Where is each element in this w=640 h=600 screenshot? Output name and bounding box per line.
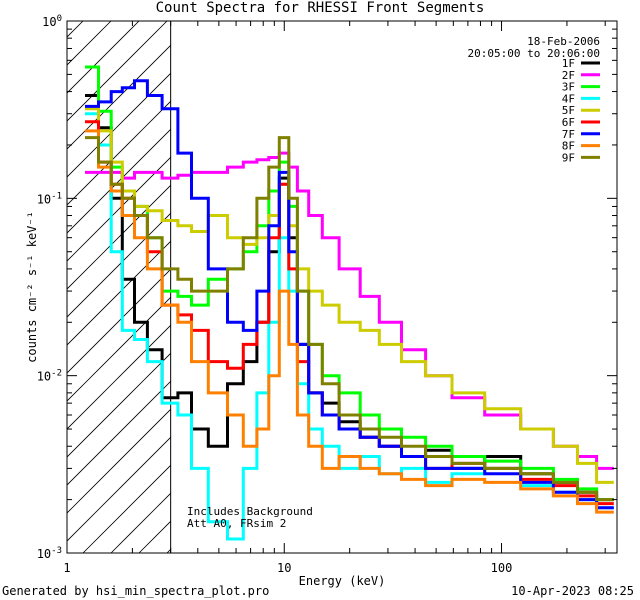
hatch-line — [67, 44, 171, 150]
legend-label: 6F — [562, 116, 575, 129]
hatch-line — [307, 0, 640, 553]
hatch-line — [475, 0, 640, 553]
hatch-line — [67, 436, 171, 542]
legend-label: 5F — [562, 104, 575, 117]
y-tick-label: 10-3 — [37, 546, 62, 561]
chart-title: Count Spectra for RHESSI Front Segments — [155, 0, 485, 16]
hatch-line — [615, 0, 640, 553]
hatch-line — [67, 21, 84, 38]
x-axis-label: Energy (keV) — [299, 574, 386, 588]
hatch-line — [67, 156, 171, 262]
y-tick-label: 100 — [42, 14, 62, 29]
hatch-line — [279, 0, 640, 553]
series-5F — [85, 107, 614, 484]
x-tick-label: 100 — [491, 561, 513, 575]
annotation: Includes Background — [187, 505, 313, 518]
y-axis-label: counts cm⁻² s⁻¹ keV⁻¹ — [25, 211, 39, 363]
series-1F — [85, 94, 614, 502]
hatch-line — [223, 0, 640, 553]
legend-header: 20:05:00 to 20:06:00 — [468, 47, 600, 60]
hatch-line — [587, 0, 640, 553]
hatch-line — [67, 128, 171, 234]
hatch-line — [391, 0, 640, 553]
footer-generated-by: Generated by hsi_min_spectra_plot.pro — [2, 584, 270, 598]
y-tick-label: 10-1 — [37, 191, 62, 206]
legend-header: 18-Feb-2006 — [527, 35, 600, 48]
hatch-line — [67, 100, 171, 206]
hatch-line — [419, 0, 640, 553]
legend-label: 2F — [562, 69, 575, 82]
hatch-line — [67, 380, 171, 486]
hatch-line — [67, 184, 171, 290]
annotation: Att A0, FRsim 2 — [187, 517, 286, 530]
footer-timestamp: 10-Apr-2023 08:25 — [511, 584, 634, 598]
plot-frame — [66, 20, 618, 554]
series-3F — [85, 65, 614, 502]
hatch-line — [67, 21, 168, 122]
legend-label: 1F — [562, 57, 575, 70]
hatch-line — [363, 0, 640, 553]
y-tick-label: 10-2 — [37, 369, 62, 384]
x-tick-label: 1 — [63, 561, 70, 575]
hatched-region — [0, 0, 640, 553]
hatch-line — [67, 21, 140, 94]
hatch-line — [0, 0, 95, 553]
hatch-line — [67, 21, 112, 66]
legend-label: 7F — [562, 128, 575, 141]
hatch-line — [110, 492, 171, 553]
hatch-line — [67, 72, 171, 178]
hatch-line — [67, 240, 171, 346]
legend-label: 9F — [562, 151, 575, 164]
x-tick-label: 10 — [277, 561, 291, 575]
legend-label: 3F — [562, 81, 575, 94]
hatch-line — [67, 352, 171, 458]
series-9F — [85, 136, 614, 502]
legend-label: 8F — [562, 140, 575, 153]
hatch-line — [531, 0, 640, 553]
hatch-line — [67, 212, 171, 318]
hatch-line — [67, 408, 171, 514]
series-8F — [85, 129, 614, 514]
series-2F — [85, 151, 614, 470]
hatch-line — [447, 0, 640, 553]
legend-label: 4F — [562, 92, 575, 105]
